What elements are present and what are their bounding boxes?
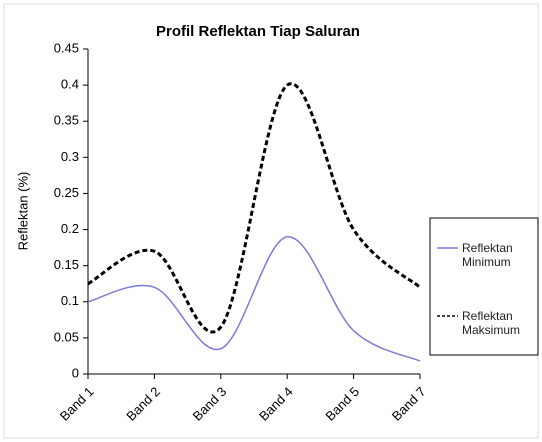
legend-label: Reflektan Minimum [462,241,513,269]
legend-box [429,217,539,356]
y-tick-label: 0.25 [54,185,79,200]
y-axis-label: Reflektan (%) [15,172,30,251]
x-tick-label: Band 3 [190,384,230,424]
legend-label: Reflektan Maksimum [462,309,521,337]
x-tick-label: Band 1 [57,384,97,424]
chart-title: Profil Reflektan Tiap Saluran [156,23,360,40]
y-tick-label: 0 [72,365,79,380]
y-tick-label: 0.15 [54,257,79,272]
x-tick-label: Band 4 [256,384,296,424]
y-tick-label: 0.45 [54,40,79,55]
x-tick-label: Band 5 [322,384,362,424]
y-tick-label: 0.05 [54,329,79,344]
series-line [87,236,421,362]
x-tick-label: Band 2 [123,384,163,424]
series-line [87,82,421,334]
y-tick-label: 0.35 [54,113,79,128]
y-tick-label: 0.3 [61,149,79,164]
x-tick-label: Band 7 [389,384,429,424]
y-tick-label: 0.1 [61,293,79,308]
y-tick-label: 0.2 [61,221,79,236]
y-tick-label: 0.4 [61,77,79,92]
